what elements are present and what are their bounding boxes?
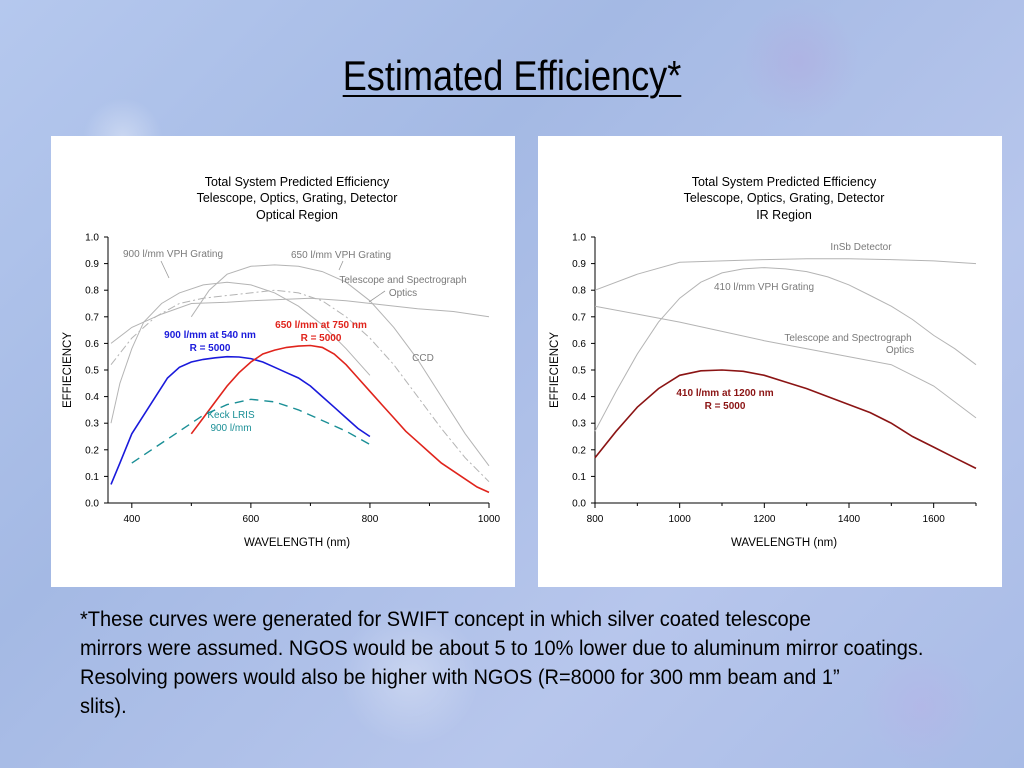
- annotation-pointer: [338, 260, 344, 271]
- y-tick-label: 0.0: [572, 499, 586, 510]
- series-410-l-mm-vph-grating-line: [594, 267, 977, 432]
- y-tick-label: 0.2: [572, 445, 586, 456]
- series-telescope-and-spectrograph-optics-line: [594, 305, 977, 419]
- x-axis-label: WAVELENGTH (nm): [731, 537, 837, 549]
- x-tick-label: 600: [243, 514, 260, 525]
- chart-annotation: InSb Detector: [830, 242, 892, 253]
- series-900-l-mm-vph-grating-line: [110, 281, 371, 424]
- series-410-l-mm-at-1200-nm-line: [594, 369, 977, 470]
- chart-panel-ir: Total System Predicted Efficiency Telesco…: [538, 136, 1002, 587]
- y-tick-label: 0.5: [572, 366, 586, 377]
- y-tick-label: 0.2: [85, 445, 99, 456]
- y-tick-label: 0.0: [85, 499, 99, 510]
- x-axis-label: WAVELENGTH (nm): [244, 537, 350, 549]
- y-tick-label: 0.8: [572, 286, 586, 297]
- annotation-pointer: [368, 290, 386, 303]
- footnote: *These curves were generated for SWIFT c…: [80, 605, 1000, 721]
- y-tick-label: 0.9: [572, 259, 586, 270]
- chart-annotation: 650 l/mm at 750 nm: [275, 320, 367, 331]
- chart-annotation: 900 l/mm: [210, 423, 251, 434]
- annotation-pointer: [160, 260, 170, 279]
- footnote-line: *These curves were generated for SWIFT c…: [80, 607, 811, 631]
- series-900-l-mm-at-540-nm-line: [110, 355, 371, 485]
- series-keck-lris-900-l-mm-line: [131, 398, 371, 464]
- y-tick-label: 0.6: [572, 339, 586, 350]
- footnote-line: mirrors were assumed. NGOS would be abou…: [80, 636, 924, 660]
- chart-title-line: Telescope, Optics, Grating, Detector: [684, 191, 885, 205]
- x-tick-label: 1400: [838, 514, 861, 525]
- chart-annotation: Keck LRIS: [207, 410, 255, 421]
- y-tick-label: 0.3: [572, 419, 586, 430]
- chart-title-line: Optical Region: [256, 208, 338, 222]
- x-tick-label: 800: [362, 514, 379, 525]
- chart-annotation: CCD: [412, 353, 434, 364]
- chart-annotation: Optics: [389, 288, 417, 299]
- slide-title: Estimated Efficiency*: [342, 52, 682, 99]
- chart-title-line: Telescope, Optics, Grating, Detector: [197, 191, 398, 205]
- chart-annotation: 410 l/mm at 1200 nm: [676, 388, 773, 399]
- series-telescope-and-spectrograph-optics-line: [110, 297, 490, 344]
- chart-annotation: 900 l/mm VPH Grating: [123, 249, 223, 260]
- y-tick-label: 0.7: [85, 312, 99, 323]
- y-tick-label: 1.0: [85, 233, 99, 244]
- y-tick-label: 0.1: [85, 472, 99, 483]
- y-axis-label: EFFIECIENCY: [549, 332, 561, 408]
- y-axis-label: EFFIECIENCY: [62, 332, 74, 408]
- chart-annotation: R = 5000: [705, 401, 746, 412]
- optical-efficiency-chart: Total System Predicted Efficiency Telesco…: [62, 175, 501, 549]
- chart-title-line: Total System Predicted Efficiency: [692, 175, 877, 189]
- chart-annotation: Telescope and Spectrograph: [339, 275, 466, 286]
- y-tick-label: 0.4: [85, 392, 99, 403]
- y-tick-label: 0.5: [85, 366, 99, 377]
- y-tick-label: 0.7: [572, 312, 586, 323]
- x-tick-label: 400: [123, 514, 140, 525]
- x-tick-label: 1600: [923, 514, 946, 525]
- chart-annotation: R = 5000: [190, 343, 231, 354]
- series-650-l-mm-vph-grating-line: [190, 264, 490, 467]
- x-tick-label: 800: [587, 514, 604, 525]
- chart-annotation: R = 5000: [301, 333, 342, 344]
- footnote-line: slits).: [80, 694, 127, 718]
- x-tick-label: 1000: [478, 514, 501, 525]
- chart-title-line: IR Region: [756, 208, 812, 222]
- chart-title-line: Total System Predicted Efficiency: [205, 175, 390, 189]
- y-tick-label: 0.4: [572, 392, 586, 403]
- y-tick-label: 0.3: [85, 419, 99, 430]
- x-tick-label: 1000: [669, 514, 692, 525]
- y-tick-label: 0.8: [85, 286, 99, 297]
- footnote-line: Resolving powers would also be higher wi…: [80, 665, 840, 689]
- y-tick-label: 0.1: [572, 472, 586, 483]
- y-tick-label: 1.0: [572, 233, 586, 244]
- chart-annotation: 900 l/mm at 540 nm: [164, 330, 256, 341]
- y-tick-label: 0.6: [85, 339, 99, 350]
- y-tick-label: 0.9: [85, 259, 99, 270]
- chart-annotation: Telescope and Spectrograph: [784, 333, 911, 344]
- chart-panel-optical: Total System Predicted Efficiency Telesco…: [51, 136, 515, 587]
- chart-annotation: Optics: [886, 345, 914, 356]
- series-ccd-line: [110, 289, 490, 483]
- x-tick-label: 1200: [753, 514, 776, 525]
- chart-annotation: 410 l/mm VPH Grating: [714, 282, 814, 293]
- series-insb-detector-line: [594, 258, 977, 291]
- series-650-l-mm-at-750-nm-line: [190, 344, 490, 494]
- chart-annotation: 650 l/mm VPH Grating: [291, 250, 391, 261]
- ir-efficiency-chart: Total System Predicted Efficiency Telesco…: [549, 175, 977, 549]
